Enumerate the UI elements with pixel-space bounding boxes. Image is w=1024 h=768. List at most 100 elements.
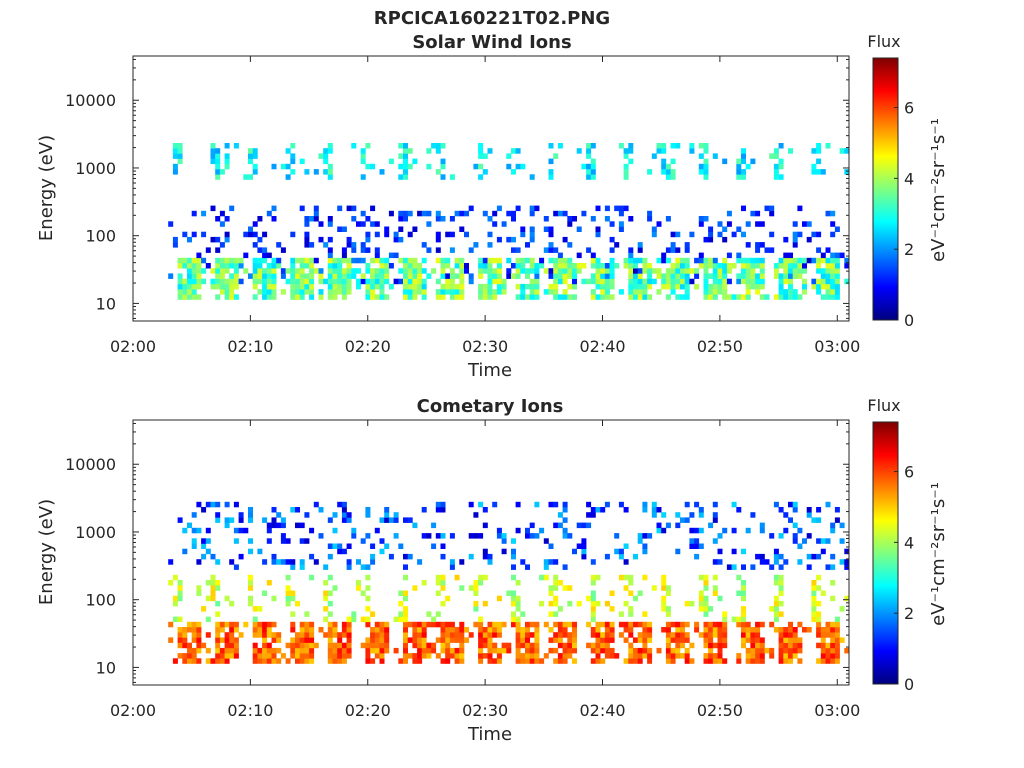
spectrogram-cell — [473, 242, 479, 248]
spectrogram-cell — [698, 263, 704, 269]
spectrogram-cell — [285, 163, 291, 170]
spectrogram-cell — [459, 658, 465, 664]
spectrogram-cell — [435, 236, 441, 243]
spectrogram-cell — [750, 268, 756, 274]
spectrogram-cell — [698, 507, 704, 513]
spectrogram-cell — [792, 263, 798, 269]
spectrogram-cell — [346, 257, 352, 264]
spectrogram-cell — [600, 283, 606, 290]
spectrogram-cell — [262, 590, 268, 596]
spectrogram-cell — [379, 517, 385, 523]
spectrogram-cell — [337, 642, 343, 649]
spectrogram-cell — [426, 163, 432, 170]
spectrogram-cell — [623, 153, 629, 159]
spectrogram-cell — [557, 621, 563, 628]
spectrogram-cell — [299, 268, 305, 274]
spectrogram-cell — [398, 658, 404, 664]
spectrogram-cell — [675, 621, 681, 628]
spectrogram-cell — [482, 574, 488, 581]
spectrogram-cell — [820, 653, 826, 659]
spectrogram-cell — [703, 627, 709, 633]
spectrogram-cell — [797, 647, 803, 654]
spectrogram-cell — [191, 637, 197, 643]
spectrogram-cell — [741, 548, 746, 555]
spectrogram-cell — [759, 294, 765, 300]
spectrogram-cell — [332, 263, 338, 269]
spectrogram-cell — [633, 647, 638, 654]
spectrogram-cell — [440, 283, 446, 290]
spectrogram-cell — [248, 226, 253, 232]
spectrogram-cell — [576, 543, 582, 549]
spectrogram-cell — [379, 283, 385, 290]
spectrogram-cell — [698, 216, 704, 222]
spectrogram-cell — [755, 257, 761, 264]
spectrogram-cell — [374, 278, 380, 285]
spectrogram-cell — [262, 632, 268, 638]
spectrogram-cell — [778, 143, 784, 149]
x-tick-label: 02:10 — [227, 701, 273, 720]
spectrogram-cell — [271, 647, 277, 654]
spectrogram-cell — [290, 595, 296, 602]
spectrogram-cell — [562, 236, 568, 243]
spectrogram-cell — [440, 647, 446, 654]
spectrogram-cell — [797, 205, 803, 212]
spectrogram-cell — [534, 501, 540, 508]
spectrogram-cell — [177, 273, 183, 279]
spectrogram-cell — [788, 283, 793, 290]
spectrogram-cell — [595, 632, 601, 638]
spectrogram-cell — [539, 263, 545, 269]
spectrogram-cell — [811, 585, 817, 591]
spectrogram-cell — [229, 283, 235, 290]
spectrogram-cell — [403, 174, 408, 180]
spectrogram-cell — [604, 216, 610, 222]
spectrogram-cell — [684, 278, 690, 285]
spectrogram-cell — [262, 283, 268, 290]
spectrogram-cell — [712, 632, 718, 638]
spectrogram-cell — [370, 289, 376, 295]
spectrogram-cell — [712, 585, 718, 591]
spectrogram-cell — [393, 517, 399, 523]
spectrogram-cell — [337, 548, 343, 555]
spectrogram-cell — [262, 252, 268, 259]
spectrogram-cell — [388, 517, 394, 523]
spectrogram-cell — [661, 163, 667, 170]
spectrogram-cell — [609, 278, 615, 285]
spectrogram-cell — [299, 205, 305, 212]
spectrogram-cell — [327, 517, 333, 523]
spectrogram-cell — [703, 263, 709, 269]
spectrogram-cell — [769, 533, 775, 539]
spectrogram-cell — [788, 148, 793, 154]
spectrogram-cell — [562, 210, 568, 217]
spectrogram-cell — [717, 289, 723, 295]
spectrogram-cell — [562, 263, 568, 269]
spectrogram-cell — [464, 263, 469, 269]
spectrogram-cell — [773, 294, 779, 300]
spectrogram-cell — [191, 653, 197, 659]
spectrogram-cell — [628, 278, 634, 285]
spectrogram-cell — [224, 642, 230, 649]
spectrogram-cell — [262, 273, 268, 279]
spectrogram-cell — [327, 658, 333, 664]
spectrogram-cell — [403, 611, 408, 617]
spectrogram-cell — [426, 653, 432, 659]
spectrogram-cell — [773, 553, 779, 560]
spectrogram-cell — [741, 616, 746, 623]
spectrogram-cell — [525, 268, 530, 274]
spectrogram-cell — [233, 263, 239, 269]
spectrogram-cell — [642, 637, 648, 643]
spectrogram-cell — [834, 653, 840, 659]
spectrogram-cell — [722, 616, 728, 623]
spectrogram-cell — [750, 158, 756, 165]
spectrogram-cell — [543, 574, 549, 581]
spectrogram-cell — [478, 283, 484, 290]
colorbar-tick-label: 0 — [904, 311, 914, 330]
spectrogram-cell — [327, 627, 333, 633]
spectrogram-cell — [609, 653, 615, 659]
spectrogram-cell — [816, 263, 822, 269]
spectrogram-cell — [435, 574, 441, 581]
spectrogram-cell — [783, 268, 789, 274]
spectrogram-cell — [313, 169, 319, 175]
spectrogram-cell — [722, 527, 728, 534]
spectrogram-cell — [788, 501, 793, 508]
spectrogram-cell — [365, 163, 371, 170]
